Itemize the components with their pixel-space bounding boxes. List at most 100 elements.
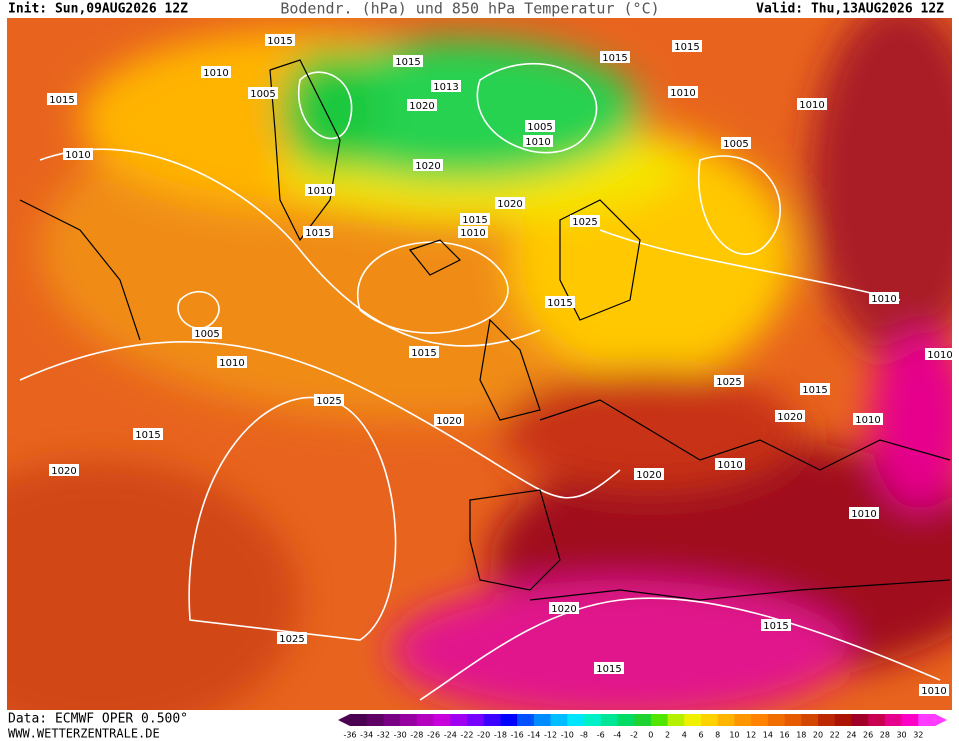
data-source: Data: ECMWF OPER 0.500° [8,712,188,727]
isobar-label-box [849,507,879,519]
isobar-label: 1005 [723,139,748,150]
isobar-label-box [458,226,488,238]
colorbar-swatch [701,714,719,726]
colorbar-label: 28 [880,731,890,740]
isobar-label-box [570,215,600,227]
colorbar-swatch [433,714,451,726]
colorbar-swatch [400,714,418,726]
colorbar-swatch [834,714,852,726]
isobar-label-box [248,87,278,99]
isobar-label: 1015 [305,228,330,239]
isobar-label-box [761,619,791,631]
isobar-label: 1025 [316,396,341,407]
isobar-label-box [925,348,955,360]
isobar-label-box [668,86,698,98]
isobar-label: 1010 [927,350,952,361]
isobar-label: 1010 [65,150,90,161]
colorbar-label: -22 [460,731,473,740]
colorbar-end [338,714,350,726]
isobar-label: 1010 [670,88,695,99]
isobar-label: 1015 [802,385,827,396]
colorbar-label: -16 [511,731,524,740]
isobar-label: 1010 [460,228,485,239]
isobar-label: 1020 [551,604,576,615]
colorbar-label: 12 [746,731,756,740]
colorbar-label: 10 [729,731,739,740]
isobar-label: 1025 [716,377,741,388]
isobar-label-box [721,137,751,149]
isobar-label-box [201,66,231,78]
isobar-label-box [265,34,295,46]
colorbar-swatch [801,714,819,726]
isobar-label-box [49,464,79,476]
isobar-label: 1015 [395,57,420,68]
isobar-label-box [797,98,827,110]
isobar-label: 1020 [51,466,76,477]
isobar-label-box [303,226,333,238]
isobar-label: 1010 [307,186,332,197]
init-label: Init: Sun,09AUG2026 12Z [8,2,188,17]
isobar-label-box [549,602,579,614]
colorbar-swatch [350,714,368,726]
colorbar-label: 8 [715,731,720,740]
isobar-label: 1020 [409,101,434,112]
colorbar-swatch [550,714,568,726]
isobar-label-box [431,80,461,92]
colorbar-label: -30 [394,731,407,740]
isobar-label-box [63,148,93,160]
colorbar-label: 26 [863,731,873,740]
colorbar-label: 22 [830,731,840,740]
isobar-label: 1015 [462,215,487,226]
isobar-label-box [672,40,702,52]
isobar-label-box [217,356,247,368]
colorbar-label: -4 [613,731,621,740]
isobar-label: 1020 [415,161,440,172]
colorbar-label: 14 [763,731,773,740]
colorbar-label: 30 [896,731,906,740]
colorbar-swatch [734,714,752,726]
isobar-label-box [634,468,664,480]
isobar-label: 1010 [851,509,876,520]
colorbar-swatch [650,714,669,726]
isobar-label: 1010 [717,460,742,471]
isobar-label-box [434,414,464,426]
isobar-label-box [545,296,575,308]
colorbar-label: 20 [813,731,823,740]
isobar-label: 1020 [777,412,802,423]
colorbar-label: 32 [913,731,923,740]
colorbar-swatch [868,714,886,726]
isobar-label-box [800,383,830,395]
valid-label: Valid: Thu,13AUG2026 12Z [756,2,944,17]
colorbar-label: 18 [796,731,806,740]
isobar-label: 1020 [436,416,461,427]
isobar-label-box [409,346,439,358]
isobar-label-box [869,292,899,304]
isobar-label-box [133,428,163,440]
isobar-label: 1015 [674,42,699,53]
isobar-label-box [277,632,307,644]
isobar-label-box [192,327,222,339]
isobar-label-box [594,662,624,674]
isobar-label: 1015 [596,664,621,675]
isobar-label-box [407,99,437,111]
isobar-label-box [714,375,744,387]
isobar-label: 1025 [572,217,597,228]
colorbar-label: -18 [494,731,507,740]
colorbar-swatch [567,714,585,726]
isobar-label: 1015 [267,36,292,47]
colorbar-label: 0 [648,731,653,740]
isobar-label: 1010 [203,68,228,79]
colorbar-swatch [818,714,836,726]
colorbar-swatch [600,714,618,726]
isobar-label-box [47,93,77,105]
isobar-label-box [460,213,490,225]
colorbar-swatch [751,714,769,726]
colorbar-swatch [416,714,435,726]
colorbar-label: -32 [377,731,390,740]
isobar-label: 1015 [135,430,160,441]
colorbar-label: 6 [698,731,703,740]
site-label: WWW.WETTERZENTRALE.DE [8,727,160,741]
isobar-label: 1015 [763,621,788,632]
colorbar-swatch [918,714,936,726]
colorbar-swatch [667,714,685,726]
